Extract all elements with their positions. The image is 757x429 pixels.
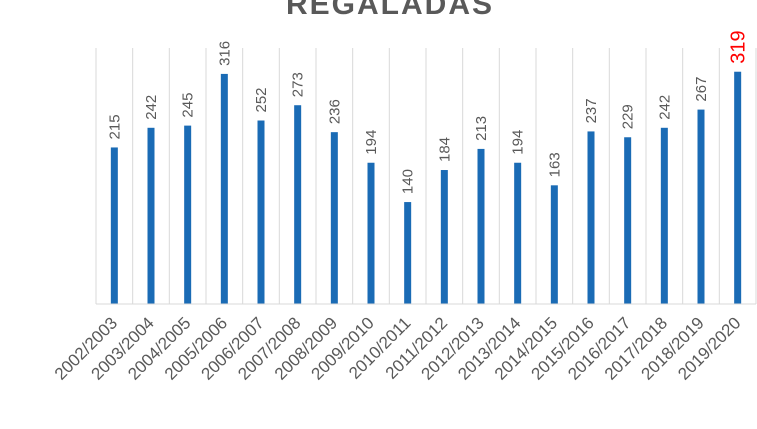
data-label: 242 xyxy=(143,95,160,120)
data-labels: 215 242 245 316 252 273 236 194 140 184 213 194 163 2… xyxy=(106,30,749,194)
data-label: 252 xyxy=(253,87,270,112)
data-label: 236 xyxy=(326,99,343,124)
bar-2009-2010 xyxy=(367,162,375,304)
bar-2010-2011 xyxy=(404,202,412,304)
bar-2014-2015 xyxy=(550,185,558,304)
data-label: 194 xyxy=(363,130,380,155)
bar-2003-2004 xyxy=(147,127,155,304)
data-label: 245 xyxy=(180,93,197,118)
data-label: 140 xyxy=(400,169,417,194)
bar-2008-2009 xyxy=(330,132,338,304)
data-label: 316 xyxy=(216,41,233,66)
bar-2005-2006 xyxy=(220,73,228,304)
data-label: 163 xyxy=(546,152,563,177)
bar-2004-2005 xyxy=(184,125,192,304)
x-tick-labels: 2002/20032003/20042004/20052005/20062006… xyxy=(51,313,745,383)
data-label: 242 xyxy=(656,95,673,120)
gridlines xyxy=(95,48,757,304)
bar-2006-2007 xyxy=(257,120,265,304)
data-label: 273 xyxy=(290,72,307,97)
bar-2019-2020 xyxy=(734,71,742,305)
data-label: 319 xyxy=(728,30,750,63)
data-label: 267 xyxy=(693,77,710,102)
data-label: 184 xyxy=(436,137,453,162)
bar-2013-2014 xyxy=(514,162,522,304)
data-label: 194 xyxy=(510,130,527,155)
bar-2015-2016 xyxy=(587,131,595,304)
bar-2018-2019 xyxy=(697,109,705,304)
bar-2016-2017 xyxy=(624,137,632,304)
bars xyxy=(110,71,742,305)
data-label: 229 xyxy=(620,104,637,129)
data-label: 213 xyxy=(473,116,490,141)
bar-2011-2012 xyxy=(440,170,448,304)
bar-2017-2018 xyxy=(660,127,668,304)
bar-2002-2003 xyxy=(110,147,118,304)
bar-2012-2013 xyxy=(477,148,485,304)
bar-2007-2008 xyxy=(294,105,302,304)
data-label: 215 xyxy=(106,114,123,139)
chart-title: REGALADAS xyxy=(286,0,494,21)
data-label: 237 xyxy=(583,98,600,123)
